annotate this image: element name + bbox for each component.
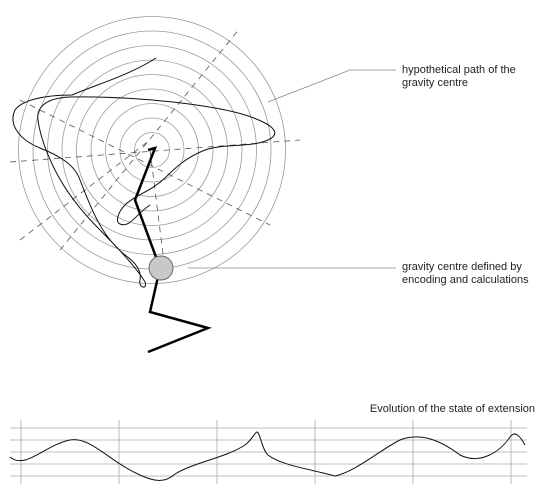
evolution-graph [9, 420, 527, 484]
gravity-centre-marker [148, 255, 174, 281]
dashed-axis-diagonal [19, 99, 271, 226]
concentric-circle [105, 103, 199, 197]
concentric-circles [18, 16, 286, 284]
evolution-curve [9, 431, 526, 481]
concentric-circle [90, 88, 214, 212]
hypothetical-path [12, 57, 276, 288]
leader-lines [188, 69, 396, 269]
dashed-axis-lower-left [19, 139, 151, 241]
concentric-circle [76, 74, 228, 226]
graph-horizontal-lines [10, 427, 527, 477]
concentric-circle [47, 45, 257, 255]
concentric-circle [18, 16, 286, 284]
dashed-axis-lower [149, 149, 166, 271]
dashed-axis-diagonal-upper [59, 27, 241, 251]
label-gravity-centre: gravity centre defined by encoding and c… [402, 261, 529, 286]
label-evolution: Evolution of the state of extension [369, 403, 535, 415]
label-hypothetical-path: hypothetical path of the gravity centre [402, 64, 516, 89]
defined-path [133, 146, 212, 354]
leader-line-path [267, 69, 396, 103]
graph-vertical-ticks [20, 420, 512, 484]
